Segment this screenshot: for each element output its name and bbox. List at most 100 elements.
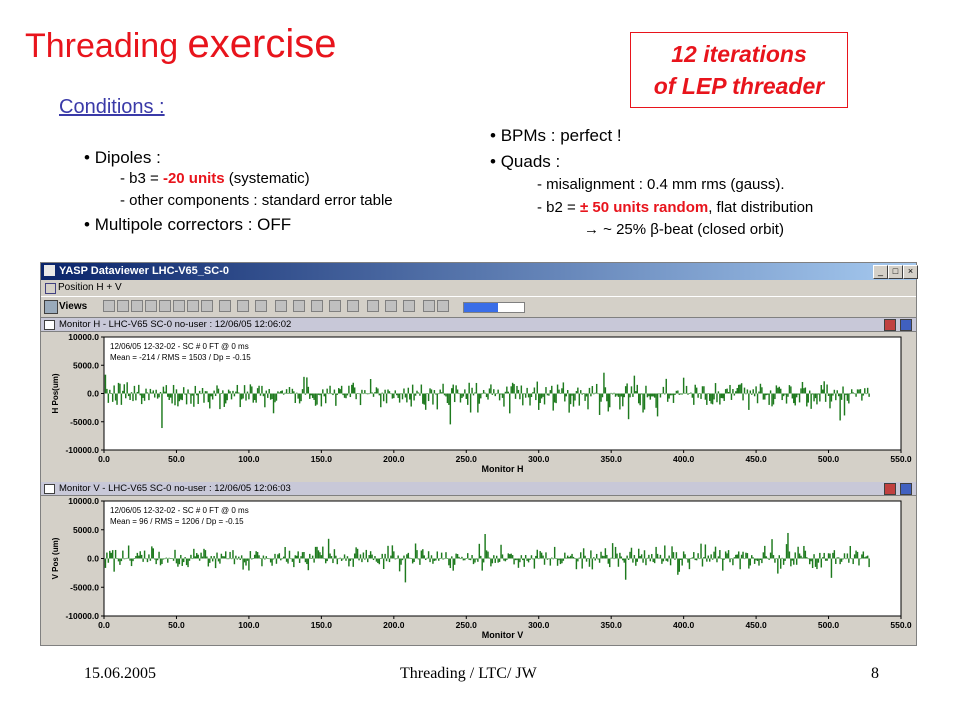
toolbar-button-15[interactable] [329, 300, 341, 312]
bar [565, 557, 567, 559]
toolbar-button-19[interactable] [403, 300, 415, 312]
bar [213, 556, 215, 559]
bar [742, 393, 744, 401]
bar [659, 554, 662, 559]
toolbar-button-18[interactable] [385, 300, 397, 312]
toolbar-button-5[interactable] [159, 300, 171, 312]
toolbar-button-10[interactable] [237, 300, 249, 312]
bar [678, 558, 681, 572]
toolbar-button-8[interactable] [201, 300, 213, 312]
toolbar-button-7[interactable] [187, 300, 199, 312]
panel-h-export-icon[interactable] [900, 319, 912, 331]
bar [352, 558, 354, 567]
bar [390, 393, 392, 395]
bar [120, 558, 123, 562]
bar [171, 393, 173, 404]
toolbar-button-13[interactable] [293, 300, 305, 312]
toolbar-button-17[interactable] [367, 300, 379, 312]
x-tick-label: 500.0 [818, 454, 840, 464]
bar [711, 393, 714, 405]
minimize-button[interactable]: _ [873, 265, 888, 279]
toolbar-button-1[interactable] [103, 300, 115, 312]
bar [340, 385, 343, 394]
toolbar-button-20[interactable] [423, 300, 435, 312]
bar [409, 393, 411, 400]
bar [535, 393, 537, 401]
panel-v-settings-icon[interactable] [884, 483, 896, 495]
bar [682, 377, 685, 394]
bar [723, 558, 725, 560]
toolbar-button-21[interactable] [437, 300, 449, 312]
bar [837, 393, 840, 397]
info-line-1: 12/06/05 12-32-02 - SC # 0 FT @ 0 ms [110, 342, 249, 351]
bar [490, 384, 492, 394]
bar [430, 555, 433, 559]
bar [532, 558, 534, 560]
bar [481, 558, 483, 571]
close-button[interactable]: × [903, 265, 918, 279]
bar [543, 393, 546, 405]
y-tick-label: 10000.0 [68, 332, 99, 342]
toolbar-button-9[interactable] [219, 300, 231, 312]
bar [675, 390, 678, 394]
bar [569, 555, 572, 559]
bar [827, 553, 830, 559]
bar [138, 384, 140, 394]
bar [172, 384, 175, 394]
toolbar-button-14[interactable] [311, 300, 323, 312]
bar [511, 382, 514, 394]
b3-item: - b3 = -20 units (systematic) [120, 170, 310, 188]
bar [422, 549, 424, 559]
bar [222, 556, 224, 559]
bar [207, 393, 210, 403]
bar [491, 393, 494, 395]
bar [811, 393, 814, 395]
bar [803, 388, 805, 394]
bar [758, 558, 760, 566]
toolbar-button-6[interactable] [173, 300, 185, 312]
toolbar-button-4[interactable] [145, 300, 157, 312]
bar [500, 544, 502, 559]
bar [659, 393, 662, 398]
bar [258, 385, 260, 394]
bar [587, 393, 589, 410]
bar [613, 392, 615, 394]
toolbar-button-2[interactable] [117, 300, 129, 312]
bar [540, 552, 543, 559]
bar [233, 393, 236, 397]
x-tick-label: 300.0 [528, 454, 550, 464]
bar [693, 393, 695, 405]
bar [159, 558, 162, 566]
panel-h-settings-icon[interactable] [884, 319, 896, 331]
bar [243, 385, 246, 394]
maximize-button[interactable]: □ [888, 265, 903, 279]
bar [849, 393, 852, 395]
bar [726, 553, 728, 559]
bar [468, 382, 470, 394]
panel-v-export-icon[interactable] [900, 483, 912, 495]
bar [174, 549, 176, 559]
bar [623, 558, 625, 563]
toolbar-button-16[interactable] [347, 300, 359, 312]
bar [278, 553, 281, 559]
bar [446, 393, 449, 404]
bar [538, 558, 540, 560]
bar [365, 549, 368, 559]
bar [748, 558, 750, 569]
bar [859, 558, 862, 560]
bar [226, 393, 228, 401]
bar [430, 389, 433, 394]
info-line-1: 12/06/05 12-32-02 - SC # 0 FT @ 0 ms [110, 506, 249, 515]
bar [214, 558, 217, 569]
bar [780, 388, 782, 394]
views-button[interactable]: Views [59, 301, 88, 312]
window-titlebar[interactable]: YASP Dataviewer LHC-V65_SC-0 _ □ × [41, 263, 918, 280]
bar [839, 393, 841, 421]
toolbar-button-12[interactable] [275, 300, 287, 312]
bar [255, 551, 257, 559]
bar [468, 558, 470, 560]
bar [294, 393, 297, 403]
menu-position[interactable]: Position H + V [58, 282, 122, 293]
toolbar-button-3[interactable] [131, 300, 143, 312]
toolbar-button-11[interactable] [255, 300, 267, 312]
